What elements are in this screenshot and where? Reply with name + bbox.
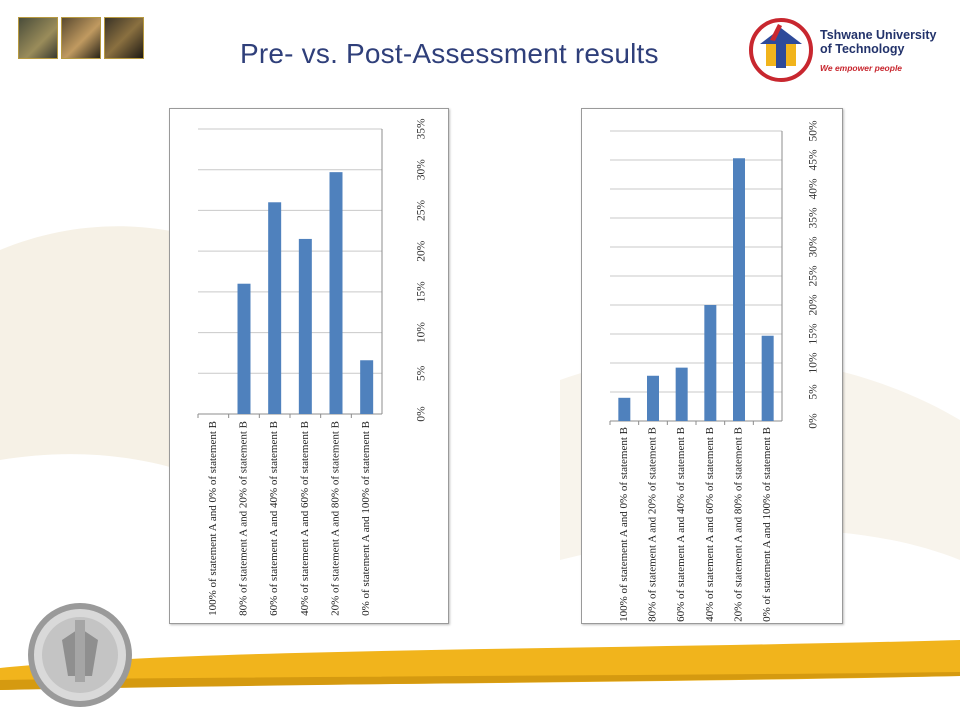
pre-assessment-chart-svg: 0% 5% 10% 15% 20% 25% 30% 35% 100% of statement …	[197, 118, 428, 616]
bar	[647, 375, 659, 421]
bar	[268, 202, 282, 414]
y-tick-label: 20%	[808, 294, 820, 316]
bar	[329, 172, 343, 414]
logo-name-line1: Tshwane University	[820, 28, 937, 42]
y-tick-label: 25%	[808, 265, 820, 287]
emblem-icon	[28, 603, 132, 707]
university-crest-icon	[749, 18, 813, 82]
y-tick-label: 5%	[416, 365, 428, 381]
post-assessment-chart: 0% 5% 10% 15% 20% 25% 30% 35% 40% 45% 50% 100% of s…	[581, 108, 843, 624]
bar	[704, 305, 717, 421]
y-tick-label: 5%	[808, 384, 820, 400]
y-tick-label: 35%	[416, 118, 428, 140]
bar	[237, 283, 251, 414]
y-tick-label: 10%	[808, 352, 820, 374]
category-label: 60% of statement A and 40% of statement …	[675, 427, 687, 622]
y-tick-label: 0%	[416, 406, 428, 422]
y-tick-label: 20%	[416, 240, 428, 262]
bar	[675, 367, 688, 421]
y-tick-label: 30%	[808, 236, 820, 258]
gold-band-shadow	[0, 672, 960, 690]
photo-3	[104, 17, 144, 59]
post-assessment-chart-svg: 0% 5% 10% 15% 20% 25% 30% 35% 40% 45% 50% 100% of s…	[609, 120, 820, 622]
category-label: 60% of statement A and 40% of statement …	[268, 421, 280, 616]
y-tick-label: 25%	[416, 199, 428, 221]
slide-title: Pre- vs. Post-Assessment results	[240, 38, 659, 69]
y-tick-label: 30%	[416, 159, 428, 181]
category-label: 80% of statement A and 20% of statement …	[238, 421, 250, 616]
y-tick-label: 15%	[416, 281, 428, 303]
category-label: 0% of statement A and 100% of statement …	[761, 427, 773, 622]
category-label: 100% of statement A and 0% of statement …	[207, 421, 219, 616]
y-tick-label: 50%	[808, 120, 820, 142]
y-tick-label: 15%	[808, 323, 820, 345]
bar	[298, 238, 312, 414]
y-tick-label: 10%	[416, 322, 428, 344]
photo-2	[61, 17, 101, 59]
pre-assessment-chart: 0% 5% 10% 15% 20% 25% 30% 35% 100% of statement …	[169, 108, 449, 624]
category-label: 20% of statement A and 80% of statement …	[330, 421, 342, 616]
y-tick-label: 35%	[808, 207, 820, 229]
category-label: 100% of statement A and 0% of statement …	[618, 427, 630, 622]
y-tick-label: 40%	[808, 178, 820, 200]
photo-strip	[18, 17, 146, 59]
category-label: 40% of statement A and 60% of statement …	[299, 421, 311, 616]
bar	[360, 360, 374, 414]
logo-tagline: We empower people	[820, 63, 903, 73]
category-label: 0% of statement A and 100% of statement …	[360, 421, 372, 616]
category-label: 80% of statement A and 20% of statement …	[647, 427, 659, 622]
category-label: 20% of statement A and 80% of statement …	[733, 427, 745, 622]
photo-1	[18, 17, 58, 59]
logo-name: Tshwane University of Technology	[820, 28, 950, 56]
y-tick-label: 0%	[808, 413, 820, 429]
logo-name-line2: of Technology	[820, 42, 905, 56]
bar	[618, 397, 631, 421]
bar	[761, 335, 774, 421]
bar	[733, 158, 745, 421]
y-tick-label: 45%	[808, 149, 820, 171]
category-label: 40% of statement A and 60% of statement …	[704, 427, 716, 622]
university-logo: Tshwane University of Technology We empo…	[748, 14, 948, 84]
